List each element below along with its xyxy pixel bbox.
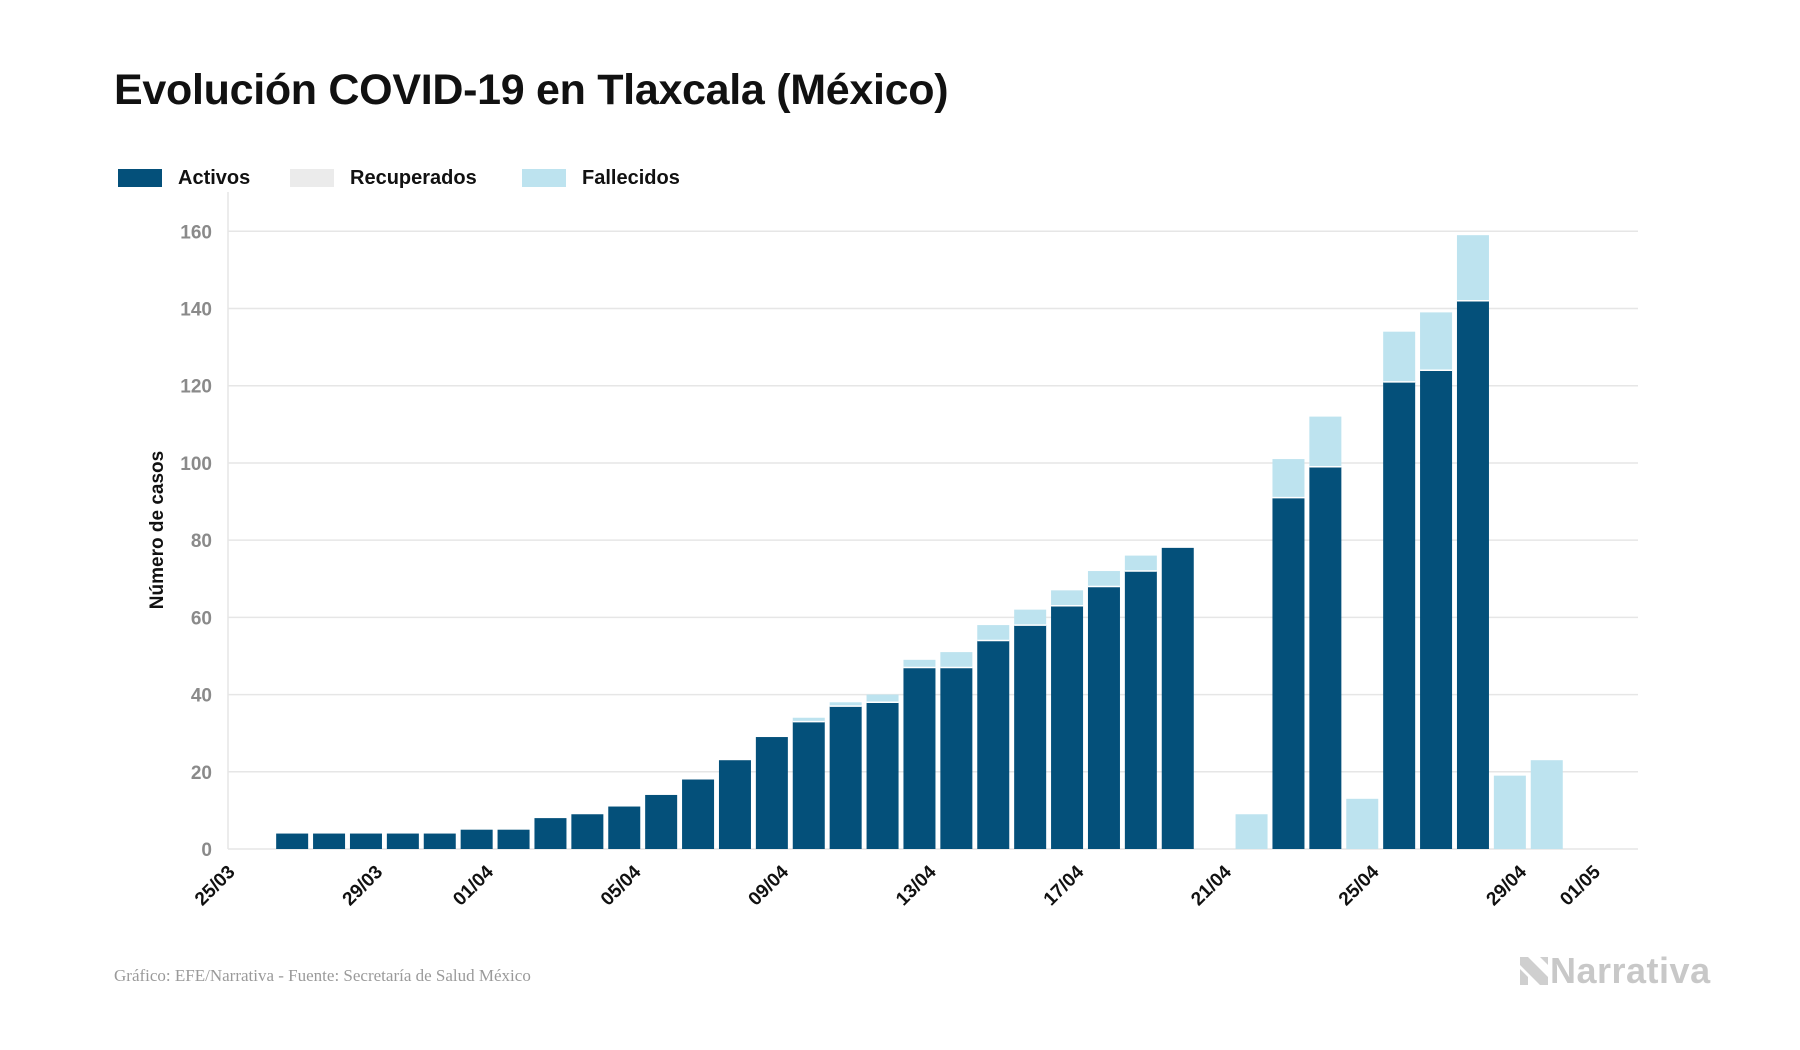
bar-fallecidos bbox=[977, 625, 1010, 641]
y-axis-label: Número de casos bbox=[147, 451, 168, 609]
legend-label-fallecidos: Fallecidos bbox=[582, 167, 680, 189]
y-tick-label: 60 bbox=[191, 608, 212, 629]
bar-fallecidos bbox=[1383, 331, 1416, 382]
bar-fallecidos bbox=[1420, 312, 1453, 371]
bar-fallecidos bbox=[903, 659, 936, 668]
bar-fallecidos bbox=[1456, 235, 1489, 301]
bar-activos bbox=[940, 667, 973, 849]
x-tick-label: 01/04 bbox=[449, 861, 498, 910]
legend-swatch-fallecidos bbox=[522, 169, 566, 187]
bar-fallecidos bbox=[1346, 798, 1379, 849]
bar-activos bbox=[718, 760, 751, 849]
bar-activos bbox=[1309, 466, 1342, 849]
bar-fallecidos bbox=[1530, 760, 1563, 849]
bar-fallecidos bbox=[829, 702, 862, 707]
bar-fallecidos bbox=[1051, 590, 1084, 606]
bar-fallecidos bbox=[1235, 814, 1268, 849]
bar-activos bbox=[386, 833, 419, 849]
bar-activos bbox=[1272, 497, 1305, 849]
legend-label-activos: Activos bbox=[178, 167, 251, 189]
legend-swatch-recuperados bbox=[290, 169, 334, 187]
bar-fallecidos bbox=[1309, 416, 1342, 467]
bar-activos bbox=[1014, 625, 1047, 849]
bar-activos bbox=[1087, 586, 1120, 849]
bar-fallecidos bbox=[792, 717, 825, 722]
x-tick-label: 05/04 bbox=[597, 861, 646, 910]
y-tick-label: 140 bbox=[180, 300, 212, 321]
x-tick-label: 25/04 bbox=[1335, 861, 1384, 910]
x-tick-label: 17/04 bbox=[1040, 861, 1089, 910]
x-tick-label: 25/03 bbox=[191, 862, 239, 910]
bar-fallecidos bbox=[1087, 571, 1120, 587]
y-tick-label: 100 bbox=[180, 454, 212, 475]
bar-activos bbox=[1456, 300, 1489, 849]
x-tick-label: 29/03 bbox=[339, 862, 387, 910]
bar-activos bbox=[903, 667, 936, 849]
bar-fallecidos bbox=[1124, 555, 1157, 572]
bar-activos bbox=[608, 806, 641, 849]
bar-layer bbox=[276, 235, 1563, 849]
bar-activos bbox=[1161, 547, 1194, 849]
bar-fallecidos bbox=[866, 694, 899, 703]
bar-activos bbox=[497, 829, 530, 849]
bar-activos bbox=[571, 814, 604, 849]
x-tick-label: 01/05 bbox=[1556, 861, 1605, 910]
bar-activos bbox=[977, 640, 1010, 849]
bar-activos bbox=[682, 779, 715, 849]
x-tick-label: 29/04 bbox=[1483, 861, 1532, 910]
bar-fallecidos bbox=[1014, 609, 1047, 626]
y-tick-label: 120 bbox=[180, 377, 212, 398]
y-tick-labels: 0 20 40 60 80 100 120 140 160 bbox=[180, 222, 212, 861]
bar-fallecidos bbox=[1493, 775, 1526, 849]
bar-activos bbox=[276, 833, 309, 849]
bar-activos bbox=[423, 833, 456, 849]
bar-activos bbox=[1420, 370, 1453, 849]
x-tick-labels: 25/03 29/03 01/04 05/04 09/04 13/04 17/04 21/04… bbox=[191, 861, 1605, 910]
x-tick-label: 21/04 bbox=[1187, 861, 1236, 910]
bar-activos bbox=[755, 737, 788, 849]
y-tick-label: 80 bbox=[191, 531, 212, 552]
bar-activos bbox=[1124, 571, 1157, 849]
bar-activos bbox=[829, 706, 862, 849]
brand-name: Narrativa bbox=[1550, 950, 1711, 991]
x-tick-label: 13/04 bbox=[892, 861, 941, 910]
chart-title: Evolución COVID-19 en Tlaxcala (México) bbox=[114, 66, 949, 114]
bar-activos bbox=[645, 794, 678, 849]
legend-swatch-activos bbox=[118, 169, 162, 187]
bar-activos bbox=[313, 833, 346, 849]
bar-activos bbox=[460, 829, 493, 849]
bar-fallecidos bbox=[1272, 459, 1305, 498]
bar-activos bbox=[534, 818, 567, 849]
y-tick-label: 160 bbox=[180, 222, 212, 243]
narrativa-logo-icon bbox=[1520, 957, 1548, 985]
y-tick-label: 0 bbox=[201, 840, 212, 861]
bar-activos bbox=[792, 721, 825, 849]
x-tick-label: 09/04 bbox=[745, 861, 794, 910]
source-footer: Gráfico: EFE/Narrativa - Fuente: Secreta… bbox=[114, 966, 531, 985]
bar-activos bbox=[1051, 605, 1084, 849]
bar-fallecidos bbox=[940, 652, 973, 668]
y-tick-label: 40 bbox=[191, 686, 212, 707]
bar-activos bbox=[349, 833, 382, 849]
y-tick-label: 20 bbox=[191, 763, 212, 784]
bar-activos bbox=[1383, 381, 1416, 849]
bar-activos bbox=[866, 702, 899, 849]
legend-label-recuperados: Recuperados bbox=[350, 167, 477, 189]
